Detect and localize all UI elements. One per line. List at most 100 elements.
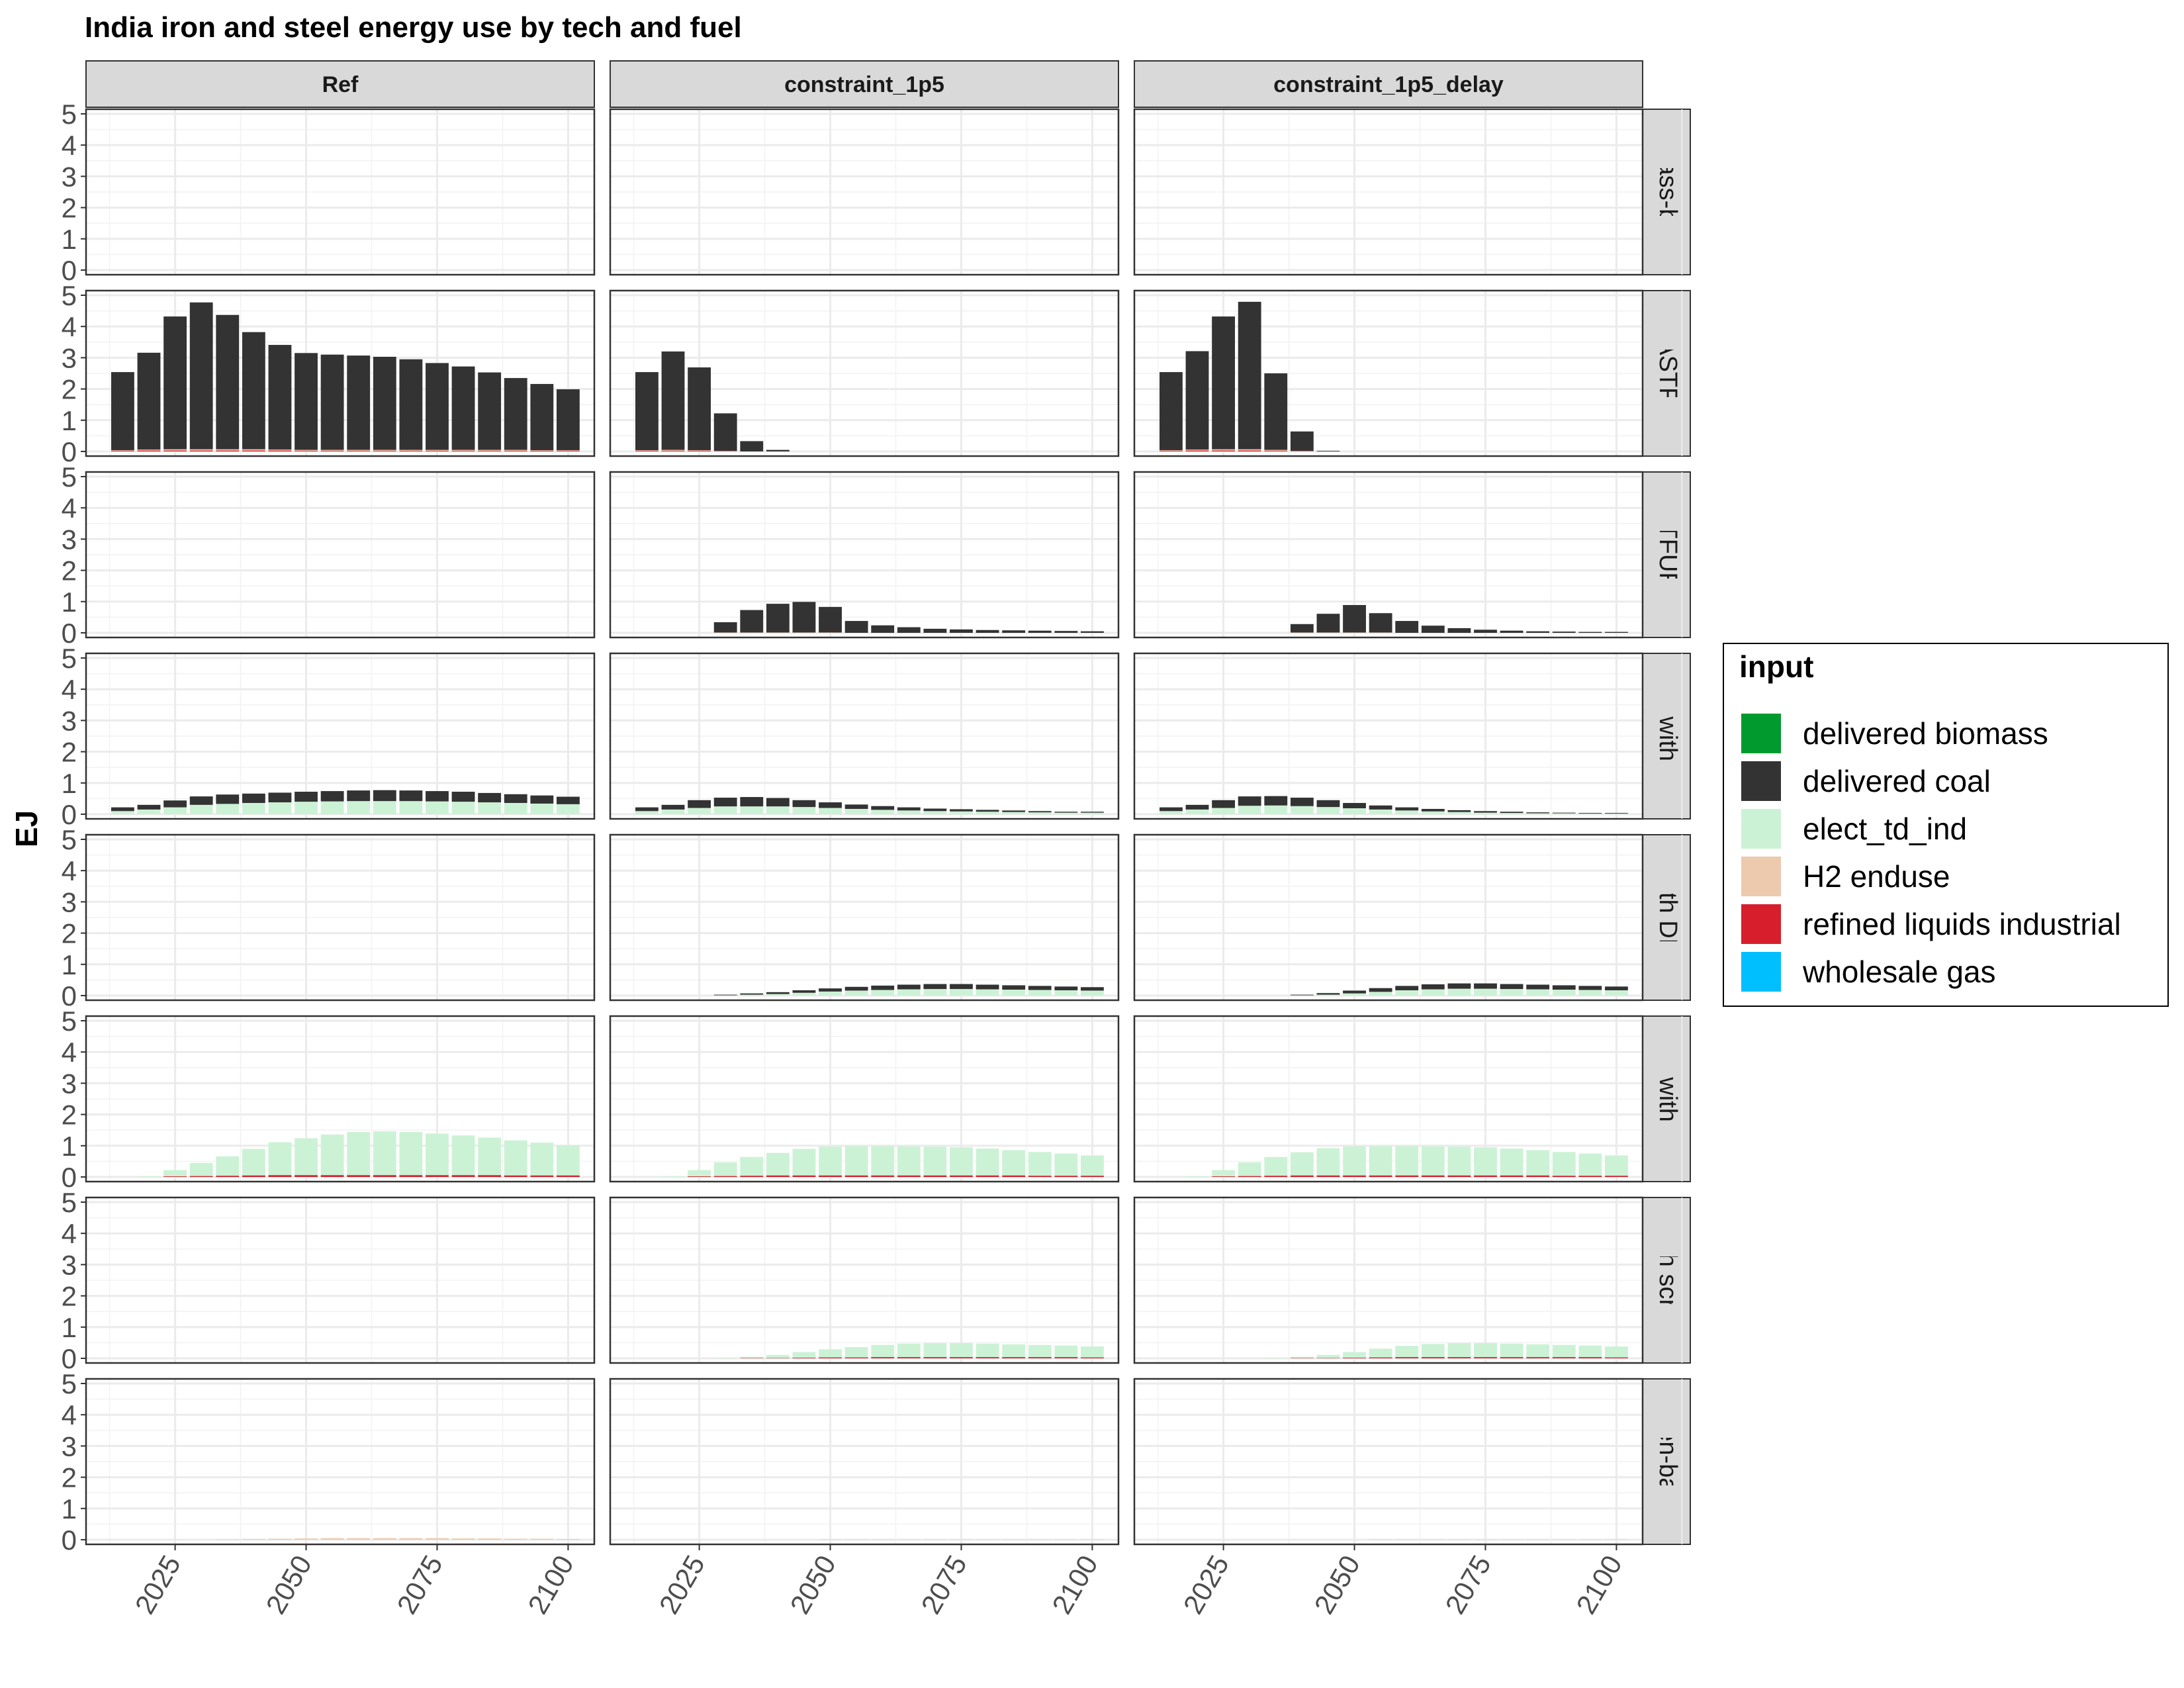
bar-segment-delivered-coal-2090 <box>504 794 527 804</box>
bar-segment-refined-liquids-industrial-2050 <box>295 1175 318 1177</box>
bar-segment-elect-td-ind-2065 <box>897 1343 921 1358</box>
bar-segment-elect-td-ind-2030 <box>1238 806 1261 814</box>
bar-segment-delivered-coal-2055 <box>320 791 344 802</box>
panel-constraint-1p5-delay-eaf-with-scrap <box>1133 1015 1683 1183</box>
bar-segment-delivered-coal-2045 <box>268 792 292 803</box>
bar-segment-delivered-coal-2080 <box>1500 630 1524 633</box>
y-tick-label: 2 <box>62 374 77 405</box>
bar-segment-delivered-coal-2090 <box>1552 812 1576 814</box>
y-tick-label: 1 <box>62 949 77 980</box>
bar-segment-elect-td-ind-2050 <box>1343 993 1366 996</box>
bar-segment-h2-enduse-2095 <box>530 450 554 451</box>
bar-segment-elect-td-ind-2070 <box>923 1342 947 1358</box>
bar-segment-refined-liquids-industrial-2060 <box>871 1175 895 1177</box>
bar-segment-delivered-coal-2045 <box>1316 614 1340 633</box>
column-strip-box <box>1134 60 1643 108</box>
y-tick-label: 1 <box>62 1493 77 1524</box>
bar-segment-delivered-coal-2070 <box>923 628 947 633</box>
bar-segment-refined-liquids-industrial-2065 <box>1421 1357 1445 1358</box>
bar-segment-elect-td-ind-2090 <box>1028 1152 1052 1176</box>
bar-segment-delivered-coal-2035 <box>740 610 764 633</box>
bar-segment-refined-liquids-industrial-2070 <box>399 1175 423 1177</box>
bar-segment-elect-td-ind-2050 <box>295 1138 318 1176</box>
bar-segment-elect-td-ind-2100 <box>556 1145 580 1176</box>
panel-ref-eaf-with-dri-ccs <box>85 833 635 1002</box>
y-tick-label: 5 <box>62 280 77 311</box>
bar-segment-elect-td-ind-2075 <box>950 1147 973 1176</box>
bar-segment-refined-liquids-industrial-2080 <box>976 1357 999 1358</box>
bar-segment-delivered-coal-2040 <box>1290 994 1314 996</box>
bar-segment-elect-td-ind-2075 <box>426 1133 449 1176</box>
bar-segment-elect-td-ind-2065 <box>373 801 396 814</box>
legend-item-h2-enduse: H2 enduse <box>1739 855 1950 898</box>
bar-segment-elect-td-ind-2065 <box>1421 811 1445 814</box>
bar-segment-h2-enduse-2045 <box>268 449 292 451</box>
bar-segment-delivered-coal-2070 <box>923 984 947 990</box>
bar-segment-elect-td-ind-2040 <box>1290 1152 1314 1176</box>
x-axis-ref: 2025 2050 2075 2100 <box>129 1544 580 1619</box>
bar-segment-delivered-coal-2085 <box>478 792 502 803</box>
bar-segment-elect-td-ind-2065 <box>1421 989 1445 996</box>
y-tick-label: 1 <box>62 768 77 799</box>
bar-segment-delivered-coal-2025 <box>163 316 187 449</box>
bar-segment-delivered-coal-2065 <box>1421 808 1445 812</box>
bar-segment-h2-enduse-2045 <box>268 1538 292 1540</box>
bar-segment-elect-td-ind-2060 <box>347 1132 371 1176</box>
column-strip-label: Ref <box>322 72 359 97</box>
bar-segment-elect-td-ind-2060 <box>871 1146 895 1176</box>
bar-segment-delivered-coal-2015 <box>1160 807 1183 812</box>
panel-border <box>1133 1378 1644 1546</box>
bar-segment-elect-td-ind-2075 <box>1474 1342 1497 1358</box>
panel-border <box>609 1015 1120 1183</box>
y-tick-label: 2 <box>62 1100 77 1131</box>
bar-segment-delivered-coal-2045 <box>1316 800 1340 808</box>
bar-segment-delivered-coal-2055 <box>844 804 868 809</box>
bar-segment-delivered-coal-2060 <box>871 985 895 990</box>
y-tick-label: 0 <box>62 255 77 286</box>
bar-segment-elect-td-ind-2040 <box>766 1354 790 1358</box>
row-strip-label: rogen-based <box>1654 1391 1682 1532</box>
bar-segment-elect-td-ind-2090 <box>504 803 527 814</box>
bar-segment-elect-td-ind-2100 <box>1604 1346 1628 1358</box>
bar-segment-refined-liquids-industrial-2040 <box>1290 451 1314 452</box>
bar-segment-elect-td-ind-2045 <box>268 802 292 814</box>
bar-segment-refined-liquids-industrial-2070 <box>1447 1357 1471 1358</box>
bar-segment-elect-td-ind-2025 <box>688 1170 711 1177</box>
bar-segment-refined-liquids-industrial-2090 <box>1552 1176 1576 1177</box>
bar-segment-h2-enduse-2100 <box>556 450 580 451</box>
y-tick-label: 5 <box>62 99 77 130</box>
bar-segment-refined-liquids-industrial-2040 <box>1290 1175 1314 1177</box>
bar-segment-refined-liquids-industrial-2030 <box>1238 1176 1261 1177</box>
bar-segment-elect-td-ind-2065 <box>897 989 921 996</box>
bar-segment-elect-td-ind-2070 <box>923 989 947 996</box>
bar-segment-elect-td-ind-2060 <box>1395 1146 1419 1176</box>
bar-segment-refined-liquids-industrial-2045 <box>268 1175 292 1177</box>
bar-segment-refined-liquids-industrial-2085 <box>478 1175 502 1177</box>
bar-segment-delivered-coal-2085 <box>1526 631 1550 633</box>
bar-segment-delivered-coal-2085 <box>1002 630 1026 633</box>
bar-segment-h2-enduse-2055 <box>320 449 344 451</box>
bar-segment-elect-td-ind-2070 <box>1447 1147 1471 1176</box>
bar-segment-elect-td-ind-2050 <box>295 802 318 814</box>
bar-segment-elect-td-ind-2050 <box>1343 808 1366 814</box>
bar-segment-elect-td-ind-2030 <box>713 1358 737 1359</box>
row-strip-eaf-with-scrap: EAF with scra <box>1642 1015 1691 1182</box>
bar-segment-refined-liquids-industrial-2075 <box>1474 1175 1497 1177</box>
x-tick-label: 2100 <box>522 1550 579 1619</box>
bar-segment-delivered-coal-2035 <box>740 993 764 995</box>
column-strip-constraint-1p5: constraint_1p5 <box>610 60 1119 108</box>
bar-segment-refined-liquids-industrial-2090 <box>1028 1176 1052 1177</box>
row-strip-eaf-with-dri: EAF with DRI <box>1642 653 1691 820</box>
bar-segment-refined-liquids-industrial-2060 <box>871 1357 895 1358</box>
bar-segment-elect-td-ind-2080 <box>976 1343 999 1358</box>
bar-segment-delivered-coal-2075 <box>950 629 973 633</box>
bar-segment-delivered-coal-2040 <box>1290 797 1314 806</box>
bar-segment-elect-td-ind-2020 <box>661 1176 685 1177</box>
panel-constraint-1p5-biomass-based <box>609 108 1159 276</box>
bar-segment-delivered-coal-2030 <box>189 302 213 449</box>
bar-segment-elect-td-ind-2025 <box>1212 808 1236 814</box>
bar-segment-delivered-coal-2030 <box>713 413 737 451</box>
bar-segment-elect-td-ind-2045 <box>268 1142 292 1176</box>
bar-segment-delivered-coal-2045 <box>792 800 816 808</box>
